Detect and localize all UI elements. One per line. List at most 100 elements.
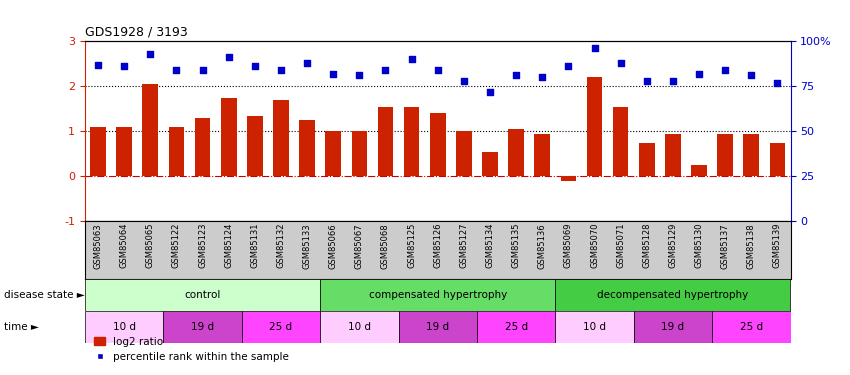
Text: GSM85126: GSM85126 (434, 223, 442, 268)
Bar (221, 98, 236, 176)
Bar (163, 311, 241, 343)
Bar (639, 142, 655, 176)
Text: 10 d: 10 d (113, 322, 136, 332)
Text: 25 d: 25 d (269, 322, 292, 332)
Bar (85, 311, 163, 343)
Bar (430, 113, 445, 176)
Bar (769, 142, 785, 176)
Text: GSM85063: GSM85063 (94, 223, 103, 268)
Point (405, 56, 418, 62)
Text: GSM85122: GSM85122 (172, 223, 181, 268)
Bar (482, 152, 498, 176)
Text: decompensated hypertrophy: decompensated hypertrophy (598, 290, 749, 300)
Text: 19 d: 19 d (426, 322, 450, 332)
Point (379, 67, 393, 73)
Point (326, 70, 340, 76)
Bar (90, 127, 106, 176)
Text: GSM85066: GSM85066 (329, 223, 337, 268)
Text: GSM85135: GSM85135 (512, 223, 521, 268)
Bar (352, 131, 367, 176)
Text: GSM85129: GSM85129 (668, 223, 677, 268)
Bar (273, 100, 289, 176)
Text: control: control (184, 290, 221, 300)
Point (248, 63, 262, 69)
Bar (241, 311, 320, 343)
Bar (247, 116, 263, 176)
Bar (168, 127, 184, 176)
Bar (299, 120, 315, 176)
Bar (613, 106, 628, 176)
Bar (377, 106, 394, 176)
Bar (143, 84, 158, 176)
Text: 19 d: 19 d (661, 322, 684, 332)
Bar (717, 134, 733, 176)
Bar (634, 311, 712, 343)
Bar (456, 131, 472, 176)
Bar (85, 279, 320, 311)
Point (640, 78, 654, 84)
Point (144, 51, 157, 57)
Bar (195, 118, 211, 176)
Point (536, 74, 549, 80)
Text: 25 d: 25 d (740, 322, 762, 332)
Bar (320, 279, 555, 311)
Bar (744, 134, 759, 176)
Point (353, 72, 366, 78)
Text: GSM85067: GSM85067 (354, 223, 364, 268)
Text: GSM85136: GSM85136 (538, 223, 547, 268)
Text: 10 d: 10 d (348, 322, 371, 332)
Point (222, 54, 235, 60)
Text: 10 d: 10 d (583, 322, 606, 332)
Point (275, 67, 288, 73)
Text: compensated hypertrophy: compensated hypertrophy (369, 290, 507, 300)
Text: GSM85128: GSM85128 (643, 223, 651, 268)
Bar (560, 176, 576, 181)
Text: GSM85123: GSM85123 (198, 223, 207, 268)
Legend: log2 ratio, percentile rank within the sample: log2 ratio, percentile rank within the s… (90, 333, 293, 366)
Text: GSM85134: GSM85134 (485, 223, 495, 268)
Text: disease state ►: disease state ► (4, 290, 85, 300)
Text: GSM85069: GSM85069 (564, 223, 573, 268)
Point (614, 60, 627, 66)
Bar (586, 77, 603, 176)
Point (666, 78, 680, 84)
Point (170, 67, 184, 73)
Point (587, 45, 601, 51)
Bar (508, 129, 524, 176)
Text: GSM85132: GSM85132 (276, 223, 286, 268)
Bar (535, 134, 550, 176)
Point (431, 67, 445, 73)
Text: 19 d: 19 d (191, 322, 214, 332)
Bar (555, 279, 791, 311)
Point (117, 63, 131, 69)
Point (483, 88, 496, 94)
Point (509, 72, 523, 78)
Bar (477, 311, 555, 343)
Bar (326, 131, 341, 176)
Text: GSM85133: GSM85133 (303, 223, 312, 268)
Point (457, 78, 471, 84)
Bar (712, 311, 790, 343)
Text: GDS1928 / 3193: GDS1928 / 3193 (85, 26, 188, 39)
Point (91, 62, 105, 68)
Point (300, 60, 314, 66)
Text: GSM85070: GSM85070 (590, 223, 599, 268)
Text: GSM85127: GSM85127 (459, 223, 468, 268)
Text: GSM85068: GSM85068 (381, 223, 390, 268)
Text: GSM85071: GSM85071 (616, 223, 625, 268)
Text: time ►: time ► (4, 322, 39, 332)
Text: GSM85124: GSM85124 (224, 223, 233, 268)
Bar (399, 311, 477, 343)
Point (692, 70, 706, 76)
Bar (320, 311, 399, 343)
Text: GSM85137: GSM85137 (721, 223, 729, 268)
Bar (404, 106, 419, 176)
Point (196, 67, 209, 73)
Text: GSM85131: GSM85131 (251, 223, 259, 268)
Bar (665, 134, 681, 176)
Bar (116, 127, 132, 176)
Point (771, 80, 785, 86)
Point (718, 67, 732, 73)
Text: GSM85065: GSM85065 (146, 223, 155, 268)
Text: GSM85064: GSM85064 (120, 223, 128, 268)
